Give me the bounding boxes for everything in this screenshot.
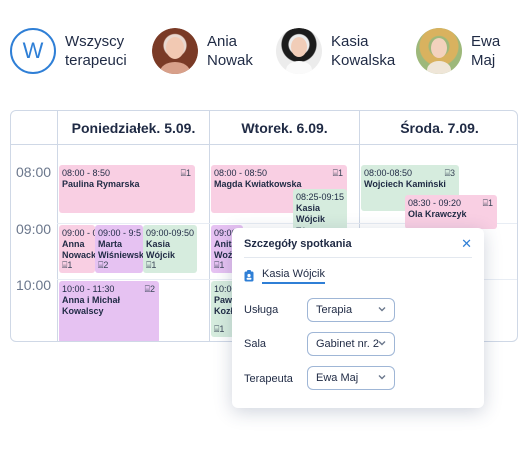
field-label-therapist: Terapeuta [244, 373, 293, 385]
appointment-time: 08:00 - 08:50 [214, 168, 268, 178]
room-indicator: ⌸1 [332, 168, 343, 178]
therapist-kasia-kowalska[interactable]: Kasia Kowalska [276, 26, 395, 76]
appointment-client: Kasia Wójcik [296, 203, 326, 224]
therapist-select[interactable]: Ewa Maj [307, 366, 395, 390]
appointment-time: 09:00 - 09: [62, 228, 95, 238]
appointment-client: Anna i Michał Kowalscy [62, 295, 121, 316]
appointment-time: 08:30 - 09:20 [408, 198, 462, 208]
avatar [152, 28, 198, 74]
appointment[interactable]: 08:00 - 8:50 Paulina Rymarska ⌸1 [59, 165, 195, 213]
appointment-time: 09:00 - 9:5 [98, 228, 142, 238]
therapist-name: Kasia Kowalska [331, 33, 396, 69]
appointment[interactable]: 10:00 - 11:30 Anna i Michał Kowalscy ⌸2 [59, 281, 159, 341]
select-value: Ewa Maj [316, 372, 359, 384]
calendar-week-view: Poniedziałek. 5.09. Wtorek. 6.09. Środa.… [10, 110, 518, 342]
select-value: Gabinet nr. 2 [316, 338, 379, 350]
appointment-client: Anna Nowack [62, 239, 95, 260]
chevron-down-icon [378, 375, 386, 380]
therapist-all[interactable]: W Wszyscy terapeuci [10, 26, 127, 76]
appointment-time: 09:00-09:50 [146, 228, 195, 238]
appointment-time: 08:25-09:15 [296, 192, 345, 202]
chevron-down-icon [378, 341, 386, 346]
appointment-client: Paweł Kozłowski [214, 295, 243, 316]
popup-title: Szczegóły spotkania [244, 238, 352, 250]
room-indicator: ⌸1 [180, 168, 191, 178]
room-select[interactable]: Gabinet nr. 2 [307, 332, 395, 356]
room-indicator: ⌸3 [444, 168, 455, 178]
select-value: Terapia [316, 304, 353, 316]
appointment[interactable]: 09:00 - 9:5 Marta Wiśniewska ⌸2 [95, 225, 143, 273]
appointment-client: Kasia Wójcik [146, 239, 176, 260]
divider [244, 257, 472, 258]
appointment-time: 10:00 - 11:30 [62, 284, 115, 294]
client-card-icon [244, 270, 254, 282]
hour-line [57, 223, 517, 224]
room-indicator: ⌸1 [62, 260, 73, 270]
client-name[interactable]: Kasia Wójcik [262, 268, 325, 284]
avatar [276, 28, 322, 74]
column-divider [209, 145, 210, 341]
close-icon[interactable]: ✕ [461, 236, 472, 251]
appointment[interactable]: 09:00 - 09: Anna Nowack ⌸1 [59, 225, 95, 273]
therapist-name: Ania Nowak [207, 33, 253, 69]
room-indicator: ⌸1 [482, 198, 493, 208]
calendar-header: Poniedziałek. 5.09. Wtorek. 6.09. Środa.… [11, 111, 517, 145]
time-label: 10:00 [16, 277, 52, 293]
room-indicator: ⌸1 [214, 324, 225, 334]
time-label: 08:00 [16, 164, 52, 180]
all-therapists-initial: W [22, 38, 44, 63]
chevron-down-icon [378, 307, 386, 312]
all-therapists-avatar: W [10, 28, 56, 74]
appointment-details-popup: Szczegóły spotkania ✕ Kasia Wójcik Usług… [232, 228, 484, 408]
appointment-client: Anita Woźniak [214, 239, 243, 260]
field-label-room: Sala [244, 338, 267, 350]
field-label-service: Usługa [244, 304, 279, 316]
therapist-name: Wszyscy terapeuci [65, 33, 127, 69]
service-select[interactable]: Terapia [307, 298, 395, 322]
therapist-name: Ewa Maj [471, 33, 501, 69]
appointment-client: Paulina Rymarska [62, 179, 140, 189]
appointment-time: 09:00 [214, 228, 237, 238]
popup-client[interactable]: Kasia Wójcik [244, 268, 325, 284]
room-indicator: ⌸1 [146, 260, 157, 270]
room-indicator: ⌸2 [144, 284, 155, 294]
time-label: 09:00 [16, 221, 52, 237]
therapist-selector: W Wszyscy terapeuci Ania Nowak Kasia Kow… [0, 0, 528, 100]
appointment-client: Marta Wiśniewska [98, 239, 143, 260]
appointment[interactable]: 08:30 - 09:20 Ola Krawczyk ⌸1 [405, 195, 497, 229]
appointment-client: Magda Kwiatkowska [214, 179, 302, 189]
appointment-client: Ola Krawczyk [408, 209, 467, 219]
room-indicator: ⌸2 [98, 260, 109, 270]
appointment-client: Wojciech Kamiński [364, 179, 446, 189]
appointment[interactable]: 09:00-09:50 Kasia Wójcik ⌸1 [143, 225, 197, 273]
therapist-ewa-maj[interactable]: Ewa Maj [416, 26, 500, 76]
day-header-monday[interactable]: Poniedziałek. 5.09. [57, 111, 209, 145]
appointment-time: 10:00 [214, 284, 237, 294]
therapist-ania-nowak[interactable]: Ania Nowak [152, 26, 253, 76]
day-header-tuesday[interactable]: Wtorek. 6.09. [209, 111, 359, 145]
appointment-time: 08:00-08:50 [364, 168, 413, 178]
day-header-wednesday[interactable]: Środa. 7.09. [359, 111, 517, 145]
appointment-time: 08:00 - 8:50 [62, 168, 111, 178]
column-divider [57, 145, 58, 341]
room-indicator: ⌸1 [214, 260, 225, 270]
avatar [416, 28, 462, 74]
